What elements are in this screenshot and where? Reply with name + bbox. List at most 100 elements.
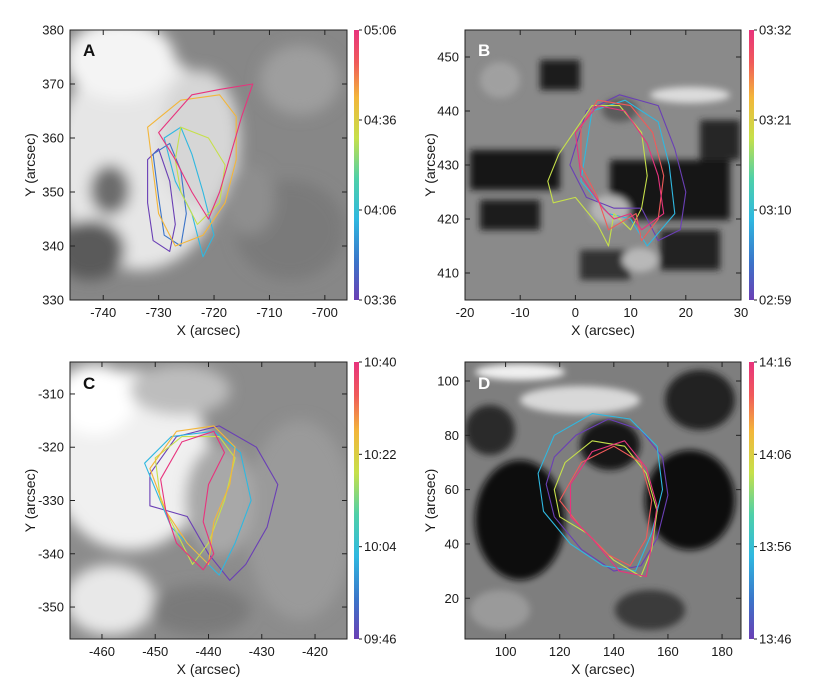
panel-a-ytick-label: 350 [42, 185, 64, 200]
panel-a-image [70, 30, 347, 300]
panel-a: A -740 -730 -720 -710 -700 330 340 350 360 370 380… [22, 23, 397, 339]
panel-d-colorbar-tick-label: 14:16 [759, 355, 792, 370]
panel-c-colorbar [354, 362, 359, 639]
panel-c-ytick-label: -330 [38, 493, 64, 508]
panel-d-colorbar-tick-label: 13:56 [759, 539, 792, 554]
panel-a-xtick-label: -710 [256, 305, 282, 320]
panel-c-ytick-label: -340 [38, 546, 64, 561]
panel-b-contours [547, 94, 687, 247]
panel-d-colorbar-tick-label: 13:46 [759, 632, 792, 647]
panel-d-xtick-label: 120 [549, 644, 571, 659]
panel-c-colorbar-ticks: 09:46 10:04 10:22 10:40 [359, 355, 397, 647]
panel-c-xtick-label: -420 [302, 644, 328, 659]
panel-a-label: A [83, 41, 95, 60]
panel-d-contours [537, 413, 669, 578]
panel-d-xtick-label: 140 [603, 644, 625, 659]
panel-c-xlabel: X (arcsec) [177, 661, 241, 677]
panel-c-contour [144, 430, 252, 576]
panel-b-colorbar-tick-label: 03:21 [759, 113, 792, 128]
panel-d-image [465, 362, 741, 639]
panel-c-contour [149, 425, 279, 581]
panel-a-colorbar-tick-label: 04:36 [364, 113, 397, 128]
panel-b-xtick-label: -20 [456, 305, 475, 320]
panel-b-contour [569, 94, 687, 242]
panel-d-colorbar-ticks: 13:46 13:56 14:06 14:16 [754, 355, 792, 647]
panel-a-contour [174, 126, 226, 225]
panel-a-contour [147, 148, 176, 252]
panel-b-label: B [478, 41, 490, 60]
panel-c-contour [154, 436, 236, 565]
panel-c-ytick-label: -350 [38, 600, 64, 615]
panel-a-contours [147, 83, 254, 258]
panel-b-xtick-label: -10 [511, 305, 530, 320]
panel-c: C -460 -450 -440 -430 -420 -310 -320 -330 -340 -3… [22, 355, 397, 678]
panel-b-colorbar [749, 30, 754, 300]
panel-c-image [70, 362, 347, 639]
panel-a-colorbar-tick-label: 04:06 [364, 203, 397, 218]
panel-d-contour [553, 440, 658, 578]
panel-d-ytick-label: 20 [445, 591, 459, 606]
panel-c-label: C [83, 374, 95, 393]
panel-a-xtick-label: -720 [201, 305, 227, 320]
panel-c-colorbar-tick-label: 10:04 [364, 539, 397, 554]
panel-c-contour [160, 430, 226, 571]
panel-d-ytick-label: 100 [437, 374, 459, 389]
panel-a-axes: -740 -730 -720 -710 -700 330 340 350 360 370 380 X … [22, 23, 347, 338]
panel-d-colorbar-tick-label: 14:06 [759, 447, 792, 462]
panel-b-contour [574, 105, 665, 231]
panel-d-ylabel: Y (arcsec) [422, 469, 438, 533]
panel-a-contour [147, 94, 237, 247]
panel-a-ytick-label: 330 [42, 293, 64, 308]
panel-c-xtick-label: -460 [89, 644, 115, 659]
panel-d-xtick-label: 160 [657, 644, 679, 659]
panel-b-ytick-label: 450 [437, 50, 459, 65]
panel-a-xtick-label: -740 [90, 305, 116, 320]
panel-b: B -20 -10 0 10 20 30 410 420 430 440 450 X (arcsec)… [422, 23, 792, 339]
panel-b-xtick-label: 10 [623, 305, 637, 320]
panel-d: D 100 120 140 160 180 20 40 60 80 100 X (arcsec) Y … [422, 355, 792, 678]
panel-a-colorbar-ticks: 03:36 04:06 04:36 05:06 [359, 23, 397, 308]
panel-a-xtick-label: -700 [312, 305, 338, 320]
panel-a-colorbar-tick-label: 05:06 [364, 23, 397, 38]
panel-c-ylabel: Y (arcsec) [22, 469, 38, 533]
panel-d-ytick-label: 80 [445, 428, 459, 443]
panel-d-label: D [478, 374, 490, 393]
panel-c-contour [149, 425, 236, 565]
panel-c-contours [144, 425, 279, 581]
panel-a-xtick-label: -730 [146, 305, 172, 320]
panel-c-xtick-label: -440 [195, 644, 221, 659]
panel-a-ylabel: Y (arcsec) [22, 133, 38, 197]
panel-d-axes: 100 120 140 160 180 20 40 60 80 100 X (arcsec) Y (a… [422, 362, 741, 677]
panel-c-ytick-label: -320 [38, 440, 64, 455]
panel-c-colorbar-tick-label: 10:22 [364, 447, 397, 462]
panel-b-colorbar-tick-label: 03:10 [759, 203, 792, 218]
panel-b-colorbar-ticks: 02:59 03:10 03:21 03:32 [754, 23, 792, 308]
panel-b-xtick-label: 20 [679, 305, 693, 320]
panel-c-colorbar-tick-label: 09:46 [364, 632, 397, 647]
panel-c-ytick-label: -310 [38, 386, 64, 401]
panel-b-contour [580, 99, 665, 242]
panel-c-xtick-label: -450 [142, 644, 168, 659]
panel-b-colorbar-tick-label: 02:59 [759, 293, 792, 308]
panel-b-ytick-label: 440 [437, 104, 459, 119]
panel-b-xlabel: X (arcsec) [571, 322, 635, 338]
panel-d-ytick-label: 60 [445, 482, 459, 497]
panel-c-colorbar-tick-label: 10:40 [364, 355, 397, 370]
panel-a-ytick-label: 360 [42, 131, 64, 146]
panel-d-ytick-label: 40 [445, 536, 459, 551]
panel-a-contour [152, 142, 187, 247]
panel-a-contour [158, 83, 254, 220]
panel-b-contour [580, 99, 676, 247]
panel-a-ytick-label: 340 [42, 239, 64, 254]
panel-b-ylabel: Y (arcsec) [422, 133, 438, 197]
panel-b-xtick-label: 0 [572, 305, 579, 320]
panel-b-axes: -20 -10 0 10 20 30 410 420 430 440 450 X (arcsec) Y … [422, 30, 748, 338]
panel-d-contour [545, 418, 669, 572]
panel-d-contour [569, 440, 658, 578]
panel-d-xlabel: X (arcsec) [571, 661, 635, 677]
panel-a-ytick-label: 380 [42, 23, 64, 38]
panel-a-xlabel: X (arcsec) [177, 322, 241, 338]
panel-d-colorbar [749, 362, 754, 639]
panel-a-colorbar-tick-label: 03:36 [364, 293, 397, 308]
